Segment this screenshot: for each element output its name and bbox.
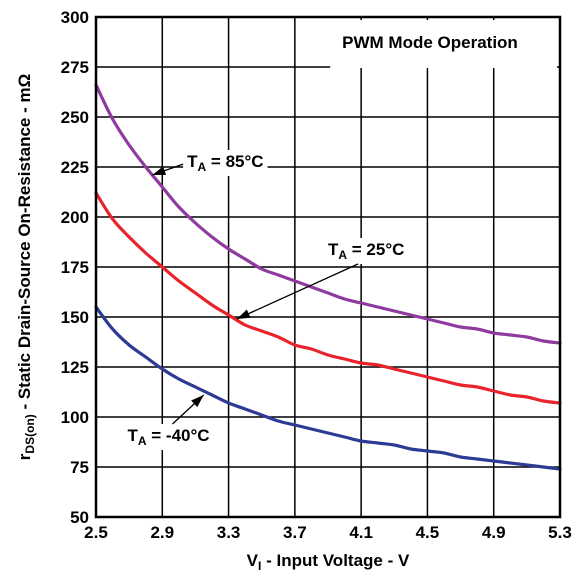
grid [96, 17, 560, 517]
y-tick-label: 50 [70, 508, 89, 527]
annotation-minus40c-background [123, 424, 214, 450]
series-line-2 [94, 305, 562, 471]
annotation-arrow-line [236, 263, 359, 320]
x-axis-label-sub: I [258, 559, 261, 573]
annotation-25c: TA = 25°C [328, 240, 404, 262]
y-tick-label: 275 [61, 58, 89, 77]
annotation-arrow-head [152, 166, 167, 175]
series-group [94, 83, 562, 471]
y-tick-label: 100 [61, 408, 89, 427]
annotation-25c-sub: A [338, 248, 347, 262]
y-tick-label: 175 [61, 258, 89, 277]
y-axis-label-main: r [15, 453, 34, 460]
x-tick-label: 2.5 [84, 523, 108, 542]
x-tick-labels: 2.5 2.9 3.3 3.7 4.1 4.5 4.9 5.3 [84, 523, 572, 542]
y-tick-label: 225 [61, 158, 89, 177]
plot-frame [94, 15, 562, 519]
x-tick-label: 2.9 [150, 523, 174, 542]
x-tick-label: 4.1 [349, 523, 373, 542]
y-tick-labels: 50 75 100 125 150 175 200 225 250 275 300 [61, 8, 89, 527]
annotation-85c: TA = 85°C [187, 152, 263, 174]
annotation-85c-main: T [187, 152, 198, 171]
x-tick-label: 5.3 [548, 523, 572, 542]
annotation-85c-rest: = 85°C [206, 152, 263, 171]
annotation-25c-background [324, 238, 409, 264]
series-line-1 [94, 191, 562, 405]
annotation-minus40c: TA = -40°C [127, 426, 209, 448]
x-axis-label-main: V [247, 551, 259, 570]
annotation-minus40c-rest: = -40°C [147, 426, 210, 445]
annotation-arrow-head [191, 395, 204, 408]
y-axis-label-sub: DS(on) [23, 414, 37, 453]
chart-title: PWM Mode Operation [342, 33, 518, 52]
x-tick-label: 3.7 [283, 523, 307, 542]
y-tick-label: 200 [61, 208, 89, 227]
title-box [330, 20, 557, 68]
annotation-85c-sub: A [198, 160, 207, 174]
y-tick-label: 300 [61, 8, 89, 27]
annotation-arrow-head [236, 309, 251, 319]
y-tick-label: 75 [70, 458, 89, 477]
annotation-85c-background [183, 150, 268, 176]
y-tick-label: 150 [61, 308, 89, 327]
x-tick-label: 4.5 [416, 523, 440, 542]
x-axis-label-rest: - Input Voltage - V [261, 551, 410, 570]
series-line-0 [94, 83, 562, 345]
x-axis-label: VI - Input Voltage - V [247, 551, 410, 573]
annotation-25c-rest: = 25°C [347, 240, 404, 259]
annotation-minus40c-main: T [127, 426, 138, 445]
y-axis-label: rDS(on) - Static Drain-Source On-Resista… [15, 74, 37, 460]
y-axis-label-rest: - Static Drain-Source On-Resistance - mΩ [15, 74, 34, 415]
annotation-25c-main: T [328, 240, 339, 259]
x-tick-label: 3.3 [217, 523, 241, 542]
annotation-arrows [152, 163, 359, 425]
y-tick-label: 250 [61, 108, 89, 127]
y-tick-label: 125 [61, 358, 89, 377]
x-tick-label: 4.9 [482, 523, 506, 542]
annotation-minus40c-sub: A [138, 434, 147, 448]
